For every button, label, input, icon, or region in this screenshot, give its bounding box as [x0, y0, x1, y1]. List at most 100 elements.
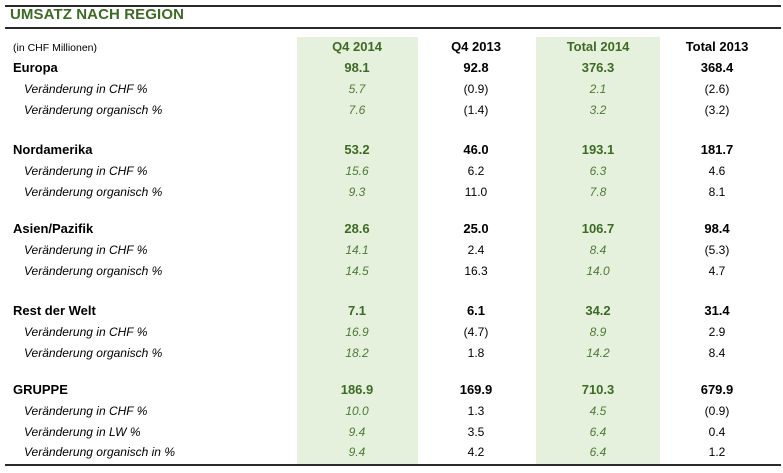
sub-row: Veränderung in CHF % 5.7 (0.9) 2.1 (2.6) — [0, 80, 783, 98]
change-value-cell: (4.7) — [463, 325, 489, 339]
change-value-cell: (0.9) — [704, 404, 730, 418]
change-value-cell: 6.2 — [467, 164, 485, 178]
change-value-cell: 7.8 — [589, 184, 607, 199]
change-label: Veränderung organisch % — [24, 263, 163, 278]
change-value-cell: 7.6 — [348, 102, 366, 117]
sub-row: Veränderung in CHF % 16.9 (4.7) 8.9 2.9 — [0, 323, 783, 341]
change-value-cell: 1.2 — [708, 445, 726, 459]
value-cell: 98.4 — [704, 221, 730, 236]
value-cell: 193.1 — [581, 142, 615, 157]
change-value-cell: (5.3) — [704, 243, 730, 257]
value-cell: 376.3 — [581, 60, 615, 75]
change-value-cell: (3.2) — [704, 102, 730, 117]
change-value-cell: 6.4 — [589, 424, 607, 439]
change-value-cell: 4.6 — [708, 164, 726, 178]
change-value-cell: 4.2 — [467, 445, 485, 459]
value-cell: 7.1 — [347, 303, 367, 318]
change-value-cell: 5.7 — [348, 82, 366, 96]
change-value-cell: (1.4) — [463, 102, 489, 117]
table-title: UMSATZ NACH REGION — [10, 6, 185, 23]
change-value-cell: 8.4 — [589, 243, 607, 257]
change-value-cell: 8.9 — [589, 325, 607, 339]
unit-note: (in CHF Millionen) — [13, 42, 98, 54]
change-label: Veränderung in CHF % — [24, 243, 148, 257]
header-row: (in CHF Millionen) Q4 2014 Q4 2013 Total… — [0, 38, 783, 56]
column-header: Q4 2013 — [451, 39, 501, 54]
change-value-cell: 1.3 — [467, 404, 485, 418]
change-value-cell: (0.9) — [463, 82, 489, 96]
value-cell: 710.3 — [581, 382, 615, 397]
change-value-cell: 2.4 — [467, 243, 485, 257]
table-row: Europa 98.1 92.8 376.3 368.4 — [0, 59, 783, 77]
value-cell: 92.8 — [463, 60, 489, 75]
value-cell: 46.0 — [463, 142, 489, 157]
change-value-cell: 2.9 — [708, 325, 726, 339]
change-value-cell: 9.3 — [348, 184, 366, 199]
value-cell: 679.9 — [700, 382, 734, 397]
change-value-cell: 9.4 — [348, 445, 366, 459]
change-value-cell: 16.9 — [345, 325, 369, 339]
change-label: Veränderung organisch in % — [24, 445, 175, 459]
change-value-cell: 11.0 — [464, 184, 488, 199]
change-value-cell: 14.5 — [345, 263, 369, 278]
change-value-cell: 14.0 — [586, 263, 610, 278]
value-cell: 169.9 — [459, 382, 493, 397]
change-value-cell: 16.3 — [464, 263, 488, 278]
sub-row: Veränderung organisch % 9.3 11.0 7.8 8.1 — [0, 183, 783, 201]
table-row: Asien/Pazifik 28.6 25.0 106.7 98.4 — [0, 220, 783, 238]
column-highlight-q4-2014 — [297, 37, 418, 464]
change-value-cell: 10.0 — [345, 404, 369, 418]
region-label: Nordamerika — [13, 142, 93, 157]
change-value-cell: 8.1 — [708, 184, 726, 199]
value-cell: 28.6 — [344, 221, 370, 236]
table-row: Rest der Welt 7.1 6.1 34.2 31.4 — [0, 302, 783, 320]
region-label: GRUPPE — [13, 382, 68, 397]
change-value-cell: 6.4 — [589, 445, 607, 459]
region-label: Rest der Welt — [13, 303, 96, 318]
value-cell: 6.1 — [466, 303, 486, 318]
sub-row: Veränderung organisch in % 9.4 4.2 6.4 1.2 — [0, 443, 783, 461]
change-value-cell: 14.1 — [345, 243, 369, 257]
value-cell: 186.9 — [340, 382, 374, 397]
value-cell: 98.1 — [344, 60, 370, 75]
change-value-cell: 4.5 — [589, 404, 607, 418]
change-value-cell: 3.5 — [467, 424, 485, 439]
column-highlight-total-2014 — [536, 37, 660, 464]
change-value-cell: 14.2 — [586, 345, 610, 360]
change-value-cell: 4.7 — [708, 263, 726, 278]
column-header: Total 2013 — [685, 39, 749, 54]
change-value-cell: 18.2 — [345, 345, 369, 360]
change-label: Veränderung organisch % — [24, 345, 163, 360]
value-cell: 106.7 — [581, 221, 615, 236]
column-header: Total 2014 — [566, 39, 630, 54]
column-header: Q4 2014 — [332, 39, 382, 54]
change-label: Veränderung in LW % — [24, 424, 141, 439]
value-cell: 53.2 — [344, 142, 370, 157]
change-value-cell: 6.3 — [589, 164, 607, 178]
sub-row: Veränderung in CHF % 15.6 6.2 6.3 4.6 — [0, 162, 783, 180]
value-cell: 181.7 — [700, 142, 734, 157]
change-value-cell: 2.1 — [589, 82, 607, 96]
value-cell: 368.4 — [700, 60, 734, 75]
change-value-cell: (2.6) — [704, 82, 730, 96]
sub-row: Veränderung in LW % 9.4 3.5 6.4 0.4 — [0, 423, 783, 441]
change-label: Veränderung organisch % — [24, 102, 163, 117]
change-label: Veränderung in CHF % — [24, 404, 148, 418]
value-cell: 25.0 — [463, 221, 489, 236]
sub-row: Veränderung organisch % 7.6 (1.4) 3.2 (3.2) — [0, 101, 783, 119]
change-value-cell: 3.2 — [589, 102, 607, 117]
change-label: Veränderung organisch % — [24, 184, 163, 199]
sub-row: Veränderung organisch % 18.2 1.8 14.2 8.4 — [0, 344, 783, 362]
bottom-rule — [5, 464, 781, 466]
sub-row: Veränderung in CHF % 14.1 2.4 8.4 (5.3) — [0, 241, 783, 259]
table-row: GRUPPE 186.9 169.9 710.3 679.9 — [0, 381, 783, 399]
table-row: Nordamerika 53.2 46.0 193.1 181.7 — [0, 141, 783, 159]
change-label: Veränderung in CHF % — [24, 82, 148, 96]
change-value-cell: 1.8 — [467, 345, 485, 360]
change-value-cell: 0.4 — [708, 424, 726, 439]
change-value-cell: 8.4 — [708, 345, 726, 360]
title-bar — [5, 5, 781, 29]
change-value-cell: 9.4 — [348, 424, 366, 439]
value-cell: 34.2 — [585, 303, 611, 318]
value-cell: 31.4 — [704, 303, 730, 318]
